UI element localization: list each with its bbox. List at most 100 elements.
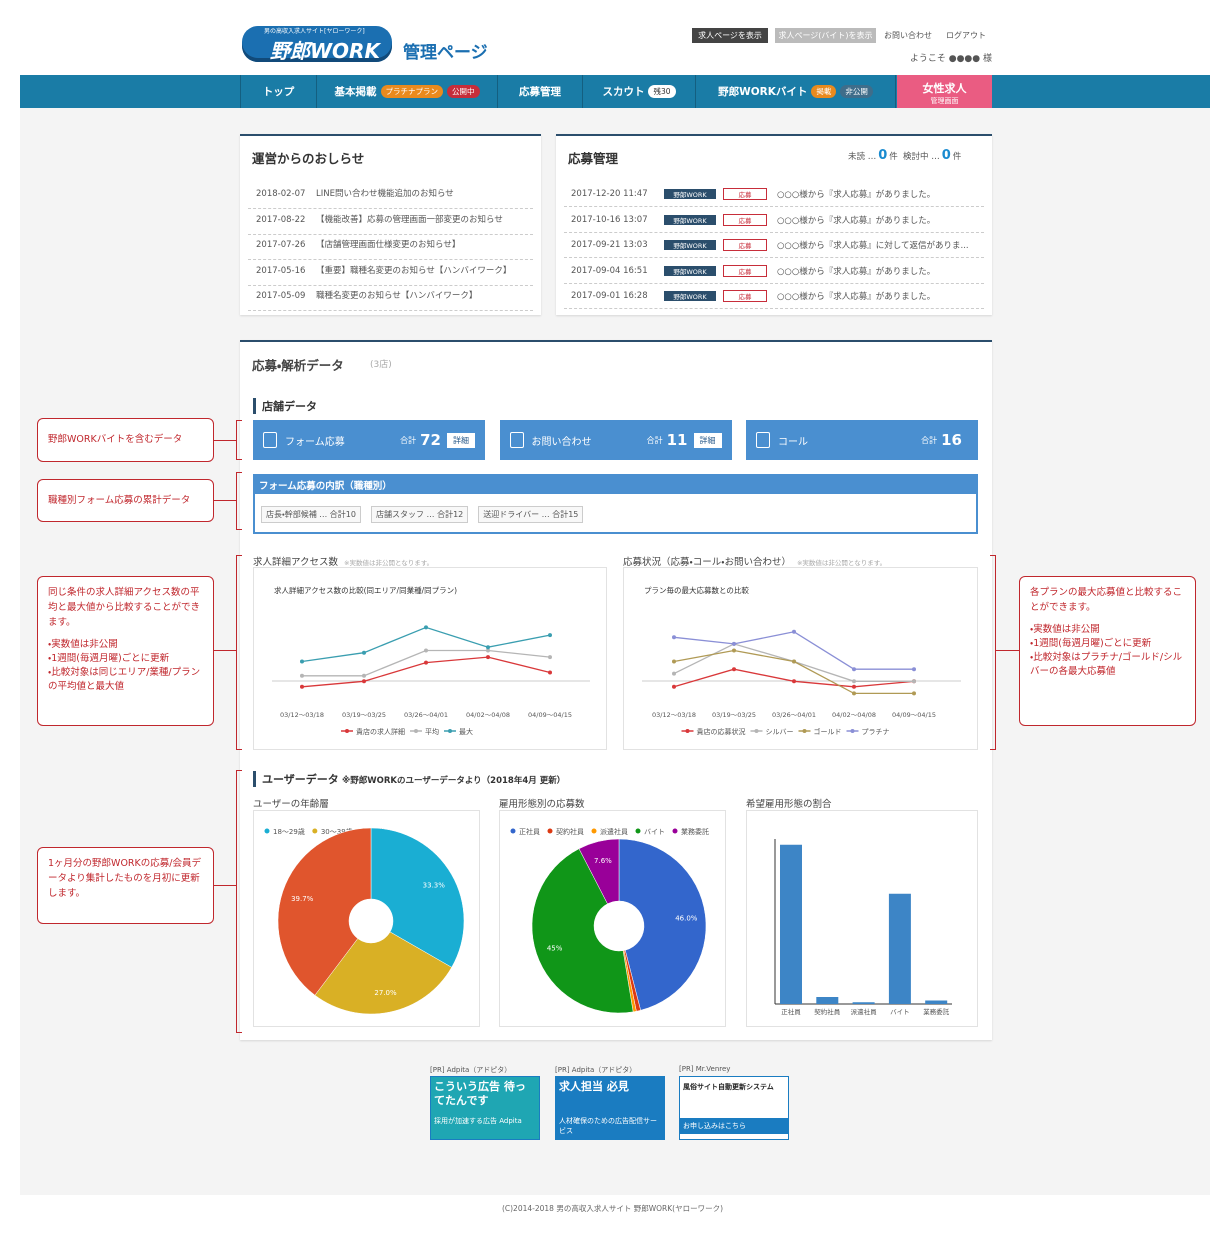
point bbox=[672, 659, 676, 664]
notice-row[interactable]: 2018-02-07 LINE問い合わせ機能追加のお知らせ bbox=[248, 184, 533, 209]
nav-item[interactable]: 応募管理 bbox=[497, 75, 582, 108]
legend-dot bbox=[850, 729, 855, 733]
app-kind: 応募 bbox=[723, 239, 767, 251]
bar bbox=[780, 844, 802, 1004]
legend-label: 30〜39歳 bbox=[321, 827, 353, 836]
card-total: 72 bbox=[420, 431, 441, 449]
pie-slice bbox=[578, 838, 620, 905]
notice-row[interactable]: 2017-08-22 【機能改善】応募の管理画面一部変更のお知らせ bbox=[248, 210, 533, 235]
application-row[interactable]: 2017-09-04 16:51 野郎WORK 応募 ○○○様から『求人応募』がありま… bbox=[564, 259, 984, 284]
nav-label: スカウト bbox=[602, 86, 645, 98]
stat-card: フォーム応募 合計 72 詳細 bbox=[253, 420, 485, 460]
legend-label: ゴールド bbox=[814, 727, 842, 736]
application-row[interactable]: 2017-12-20 11:47 野郎WORK 応募 ○○○様から『求人応募』がありま… bbox=[564, 182, 984, 207]
legend-dot bbox=[510, 828, 516, 834]
application-row[interactable]: 2017-09-01 16:28 野郎WORK 応募 ○○○様から『求人応募』がありま… bbox=[564, 284, 984, 309]
chart-subtitle: 求人詳細アクセス数の比較(同エリア/同業種/同プラン) bbox=[274, 585, 457, 595]
detail-button[interactable]: 詳細 bbox=[693, 432, 722, 448]
logo[interactable]: 男の高収入求人サイト[ヤローワーク] 野郎WORK bbox=[242, 26, 392, 63]
icon bbox=[756, 432, 770, 448]
annotation-bullet: ・1週間(毎週月曜)ごとに更新 bbox=[1030, 638, 1152, 649]
nav-item[interactable]: トップ bbox=[240, 75, 316, 108]
x-tick-label: 04/09〜04/15 bbox=[528, 711, 572, 719]
bracket bbox=[214, 885, 236, 886]
ad-label: [PR] Mr.Venrey bbox=[679, 1065, 731, 1073]
point bbox=[732, 667, 736, 672]
breakdown-items: 店長・幹部候補 … 合計10 店舗スタッフ … 合計12 送迎ドライバー … 合計1… bbox=[255, 494, 976, 535]
card-label: フォーム応募 bbox=[285, 436, 345, 448]
line bbox=[673, 631, 914, 670]
chart-title: 応募状況（応募・コール・お問い合わせ） ※実数値は非公開となります。 bbox=[623, 554, 886, 568]
store-title: 店舗データ bbox=[253, 398, 317, 414]
annotation: 同じ条件の求人詳細アクセス数の平均と最大値から比較することができます。 ・実数値は… bbox=[37, 576, 214, 726]
button[interactable]: 求人ページ(バイト)を表示 bbox=[775, 28, 876, 43]
nav-item[interactable]: 基本掲載 プラチナプラン 公開中 bbox=[316, 75, 497, 108]
x-tick-label: 04/02〜04/08 bbox=[466, 711, 510, 719]
point bbox=[300, 684, 304, 689]
link[interactable]: ログアウト bbox=[946, 31, 986, 40]
ad-label: [PR] Adpita（アドピタ） bbox=[555, 1066, 637, 1074]
annotation: 職種別フォーム応募の累計データ bbox=[37, 479, 214, 522]
link[interactable]: お問い合わせ bbox=[884, 31, 932, 40]
panel-title: 応募管理 bbox=[568, 151, 619, 166]
nav-female[interactable]: 女性求人 管理画面 bbox=[897, 75, 992, 108]
badge: プラチナプラン bbox=[380, 85, 443, 98]
notice-row[interactable]: 2017-05-09 職種名変更のお知らせ【ハンバイワーク】 bbox=[248, 286, 533, 311]
app-date: 2017-10-16 13:07 bbox=[571, 214, 648, 225]
pie-slice bbox=[531, 848, 634, 1014]
notice-text: 【店舗管理画面仕様変更のお知らせ】 bbox=[316, 240, 461, 250]
application-row[interactable]: 2017-10-16 13:07 野郎WORK 応募 ○○○様から『求人応募』がありま… bbox=[564, 208, 984, 233]
welcome: ようこそ ●●●● 様 bbox=[909, 54, 992, 64]
legend-label: 正社員 bbox=[519, 827, 540, 836]
app-date: 2017-09-21 13:03 bbox=[571, 240, 648, 250]
bracket bbox=[236, 472, 242, 530]
notice-row[interactable]: 2017-07-26 【店舗管理画面仕様変更のお知らせ】 bbox=[248, 235, 533, 260]
ad-banner[interactable]: 風俗サイト自動更新システム お申し込みはこちら bbox=[679, 1076, 789, 1140]
pie-slice bbox=[370, 827, 465, 968]
card-total-label: 合計 bbox=[646, 435, 663, 445]
legend-label: 業務委託 bbox=[681, 827, 709, 836]
app-date: 2017-09-01 16:28 bbox=[571, 291, 648, 301]
slice-label: 45% bbox=[547, 944, 563, 952]
annotation: 1ヶ月分の野郎WORKの応募/会員データより集計したものを月初に更新します。 bbox=[37, 847, 214, 924]
nav-label: 応募管理 bbox=[519, 86, 561, 98]
pie-slice bbox=[277, 827, 372, 996]
bracket bbox=[236, 555, 242, 750]
x-tick-label: 03/26〜04/01 bbox=[772, 711, 816, 719]
applications-panel: 応募管理 未読 … 0 件検討中 … 0 件 2017-12-20 11:47 野郎WORK… bbox=[556, 134, 992, 315]
breakdown-item: 店舗スタッフ … 合計12 bbox=[371, 506, 469, 523]
nav-label: トップ bbox=[262, 86, 295, 98]
annotation-bullet: ・実数値は非公開 bbox=[48, 639, 118, 650]
badge: 非公開 bbox=[840, 85, 873, 98]
panel-title: 運営からのおしらせ bbox=[252, 151, 365, 166]
button[interactable]: 求人ページを表示 bbox=[692, 28, 768, 43]
app-site: 野郎WORK bbox=[664, 265, 716, 276]
x-tick-label: 業務委託 bbox=[923, 1007, 950, 1016]
nav-item[interactable]: 野郎WORKバイト 掲載 非公開 bbox=[695, 75, 895, 108]
ad-banner[interactable]: こういう広告 待ってたんです 採用が加速する広告 Adpita bbox=[430, 1076, 540, 1140]
application-row[interactable]: 2017-09-21 13:03 野郎WORK 応募 ○○○様から『求人応募』に対して… bbox=[564, 233, 984, 258]
ad-banner[interactable]: 求人担当 必見 人材確保のための広告配信サービス bbox=[555, 1076, 665, 1140]
point bbox=[424, 648, 428, 653]
ad-sub: 採用が加速する広告 Adpita bbox=[434, 1117, 522, 1125]
chart-subtitle: プラン毎の最大応募数との比較 bbox=[644, 585, 749, 595]
nav-item[interactable]: スカウト 残30 bbox=[582, 75, 695, 108]
legend-dot bbox=[345, 729, 349, 733]
legend-label: 平均 bbox=[425, 727, 439, 736]
status-count: 0 bbox=[941, 148, 951, 163]
line bbox=[673, 649, 914, 695]
section-sub: (3店) bbox=[370, 360, 392, 370]
annotation-bullet: ・比較対象は同じエリア/業種/プランの平均値と最大値 bbox=[48, 667, 201, 692]
tagline: 男の高収入求人サイト[ヤローワーク] bbox=[264, 28, 365, 35]
chart-note: ※実数値は非公開となります。 bbox=[796, 559, 887, 567]
app-text: ○○○様から『求人応募』がありました。 bbox=[777, 215, 936, 226]
x-tick-label: 03/12〜03/18 bbox=[652, 711, 696, 719]
detail-button[interactable]: 詳細 bbox=[447, 432, 475, 448]
notice-row[interactable]: 2017-05-16 【重要】職種名変更のお知らせ【ハンバイワーク】 bbox=[248, 261, 533, 286]
badge: 残30 bbox=[648, 85, 676, 98]
app-site: 野郎WORK bbox=[664, 214, 716, 225]
pie-slice bbox=[314, 931, 452, 1015]
app-text: ○○○様から『求人応募』がありました。 bbox=[777, 292, 936, 302]
